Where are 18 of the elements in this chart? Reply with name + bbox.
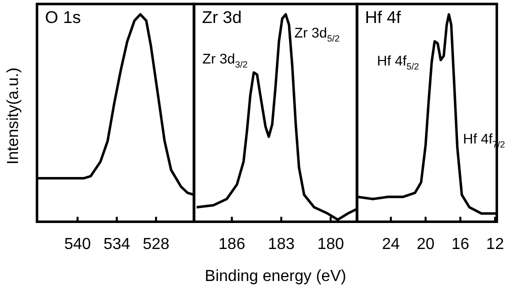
x-tick-label: 12: [486, 236, 504, 253]
x-tick-label: 183: [268, 236, 295, 253]
x-tick-label: 534: [103, 236, 130, 253]
x-tick-label: 180: [317, 236, 344, 253]
chart-title: O 1s: [45, 8, 81, 28]
x-tick-label: 20: [416, 236, 435, 253]
chart-title: Zr 3d: [202, 8, 242, 28]
chart-title: Hf 4f: [365, 8, 401, 28]
x-tick-label: 24: [382, 236, 400, 253]
x-tick-label: 540: [64, 236, 92, 253]
annotation: Zr 3d$_{3/2}$: [202, 50, 248, 70]
y-axis-title: Intensity(a.u.): [5, 68, 23, 164]
annotation: Hf 4f$_{5/2}$: [376, 52, 420, 72]
annotation: Zr 3d$_{5/2}$: [294, 24, 340, 44]
x-tick-label: 16: [451, 236, 470, 253]
x-tick-label: 528: [142, 236, 170, 253]
x-axis-title: Binding energy (eV): [204, 268, 346, 286]
x-tick-label: 186: [218, 236, 246, 253]
